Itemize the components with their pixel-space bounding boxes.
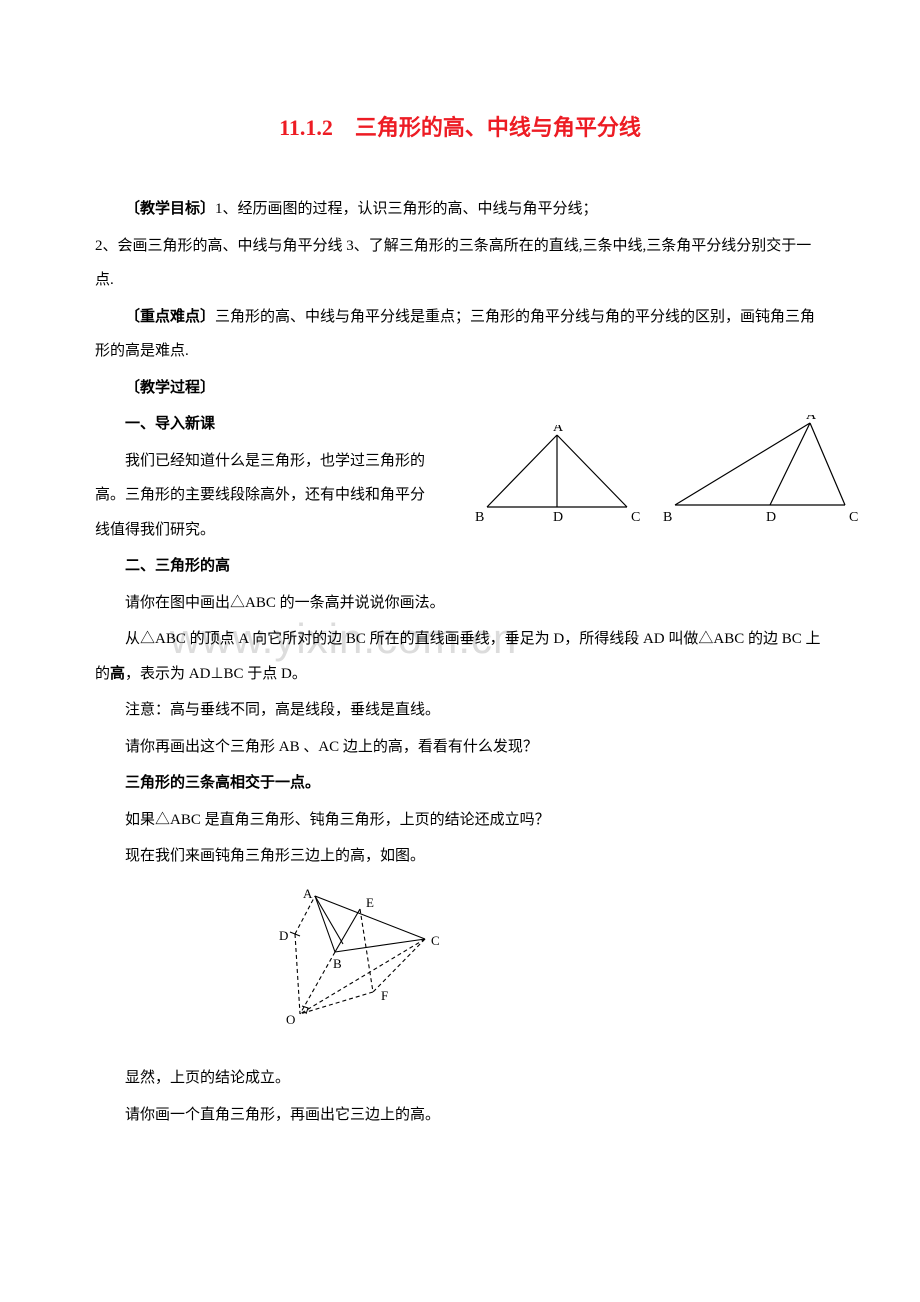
section-2-p8: 显然，上页的结论成立。	[95, 1061, 825, 1096]
objectives-1: 1、经历画图的过程，认识三角形的高、中线与角平分线；	[215, 201, 598, 217]
section-2-head: 二、三角形的高	[95, 549, 825, 584]
svg-text:F: F	[381, 988, 388, 1003]
page-title: 11.1.2 三角形的高、中线与角平分线	[95, 110, 825, 142]
section-2-p9: 请你画一个直角三角形，再画出它三边上的高。	[95, 1098, 825, 1133]
section-2-p4: 请你再画出这个三角形 AB 、AC 边上的高，看看有什么发现？	[95, 730, 825, 765]
section-2-p3: 注意：高与垂线不同，高是线段，垂线是直线。	[95, 693, 825, 728]
keypoints-label: 〔重点难点〕	[125, 309, 215, 325]
process-label: 〔教学过程〕	[95, 371, 825, 406]
svg-text:O: O	[286, 1012, 295, 1027]
section-2-p2c: ，表示为 AD⊥BC 于点 D。	[125, 666, 307, 682]
svg-text:C: C	[431, 933, 440, 948]
section-2-p6: 如果△ABC 是直角三角形、钝角三角形，上页的结论还成立吗？	[95, 803, 825, 838]
svg-text:D: D	[279, 928, 288, 943]
section-2-p1: 请你在图中画出△ABC 的一条高并说说你画法。	[95, 586, 825, 621]
figure-3: A B C D E F O	[265, 884, 455, 1034]
body: 〔教学目标〕1、经历画图的过程，认识三角形的高、中线与角平分线； 2、会画三角形…	[95, 192, 825, 1132]
figure-3-wrap: A B C D E F O	[265, 884, 825, 1048]
title-text: 11.1.2 三角形的高、中线与角平分线	[279, 115, 641, 140]
document-content: 11.1.2 三角形的高、中线与角平分线 〔教学目标〕1、经历画图的过程，认识三…	[95, 110, 825, 1132]
section-1-head: 一、导入新课	[95, 407, 825, 442]
keypoints: 〔重点难点〕三角形的高、中线与角平分线是重点；三角形的角平分线与角的平分线的区别…	[95, 300, 825, 369]
objectives-label: 〔教学目标〕	[125, 201, 215, 217]
objectives: 〔教学目标〕1、经历画图的过程，认识三角形的高、中线与角平分线；	[95, 192, 825, 227]
svg-text:B: B	[333, 956, 342, 971]
section-2-p2: 从△ABC 的顶点 A 向它所对的边 BC 所在的直线画垂线，垂足为 D，所得线…	[95, 622, 825, 691]
section-2-p2b: 高	[110, 666, 125, 682]
section-2-p5: 三角形的三条高相交于一点。	[95, 766, 825, 801]
section-2-p7: 现在我们来画钝角三角形三边上的高，如图。	[95, 839, 825, 874]
process-label-text: 〔教学过程〕	[125, 380, 215, 396]
svg-text:A: A	[303, 886, 313, 901]
objectives-2: 2、会画三角形的高、中线与角平分线 3、了解三角形的三条高所在的直线,三条中线,…	[95, 229, 825, 298]
svg-text:E: E	[366, 895, 374, 910]
svg-text:C: C	[849, 510, 858, 525]
section-1-p1: 我们已经知道什么是三角形，也学过三角形的高。三角形的主要线段除高外，还有中线和角…	[95, 444, 435, 548]
